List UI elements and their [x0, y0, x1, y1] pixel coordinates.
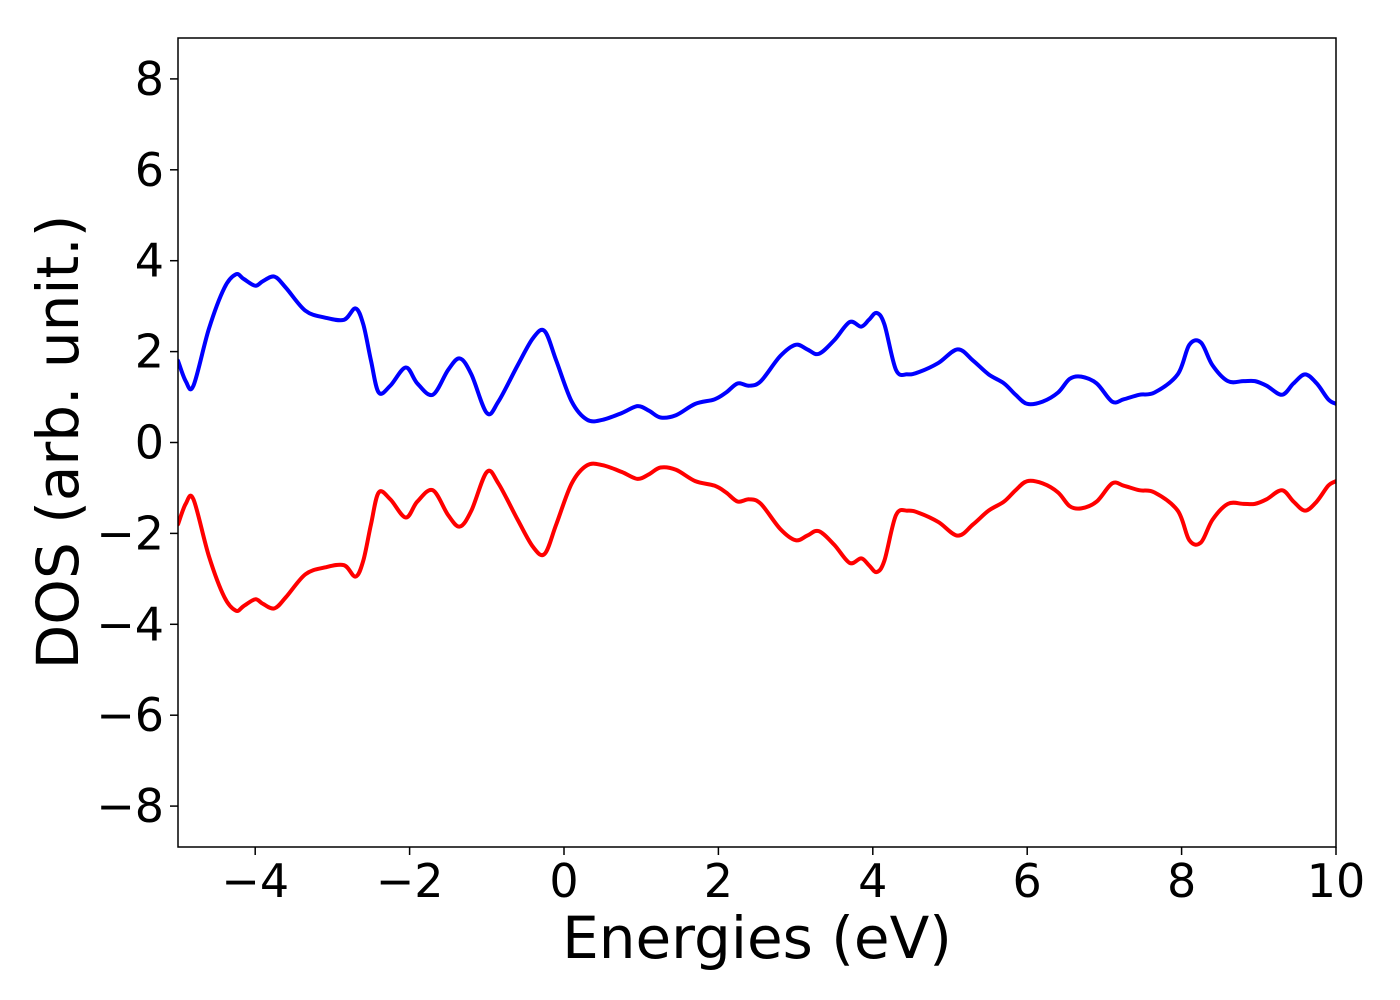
y-tick-label: −6 — [96, 688, 164, 742]
x-tick-label: 6 — [1013, 854, 1042, 908]
x-axis: −4 −2 0 2 4 6 8 10 — [221, 847, 1365, 908]
x-tick-label: 4 — [858, 854, 887, 908]
y-tick-label: 6 — [135, 143, 164, 197]
y-tick-label: −2 — [96, 506, 164, 560]
series-layer — [178, 272, 1336, 613]
x-axis-label: Energies (eV) — [562, 904, 952, 972]
y-tick-label: 8 — [135, 52, 164, 106]
series-line-2 — [178, 461, 1336, 613]
y-axis: 8 6 4 2 0 −2 −4 −6 −8 — [96, 52, 178, 833]
x-tick-label: 10 — [1307, 854, 1366, 908]
y-tick-label: 4 — [135, 234, 164, 288]
y-tick-label: 2 — [135, 325, 164, 379]
x-tick-label: 8 — [1167, 854, 1196, 908]
y-axis-label: DOS (arb. unit.) — [24, 215, 92, 670]
x-tick-label: −2 — [376, 854, 444, 908]
y-tick-label: 0 — [135, 416, 164, 470]
x-tick-label: 2 — [704, 854, 733, 908]
y-tick-label: −4 — [96, 597, 164, 651]
x-tick-label: 0 — [549, 854, 578, 908]
series-line-1 — [178, 272, 1336, 424]
x-tick-label: −4 — [221, 854, 289, 908]
y-tick-label: −8 — [96, 779, 164, 833]
